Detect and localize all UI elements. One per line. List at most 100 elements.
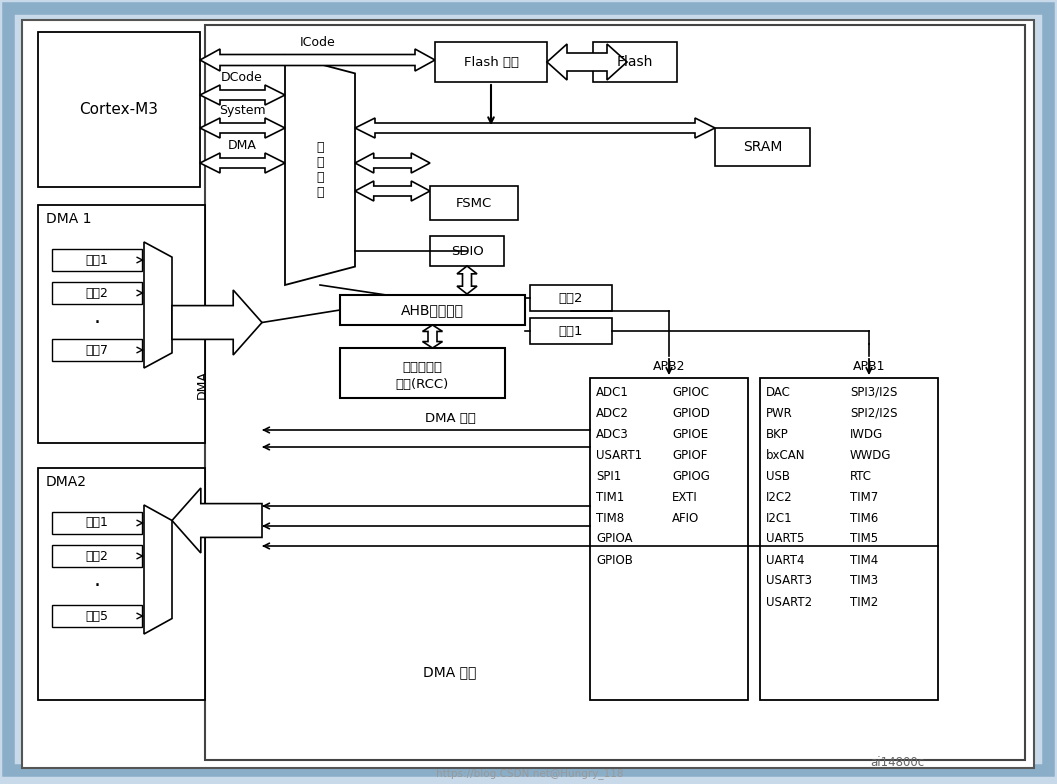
Text: ai14800c: ai14800c [870,756,924,768]
Text: WWDG: WWDG [850,448,891,462]
Text: DMA: DMA [227,139,257,151]
Text: 复位和时钟: 复位和时钟 [403,361,443,373]
Text: 通道7: 通道7 [86,343,109,357]
Text: AHB系统总线: AHB系统总线 [401,303,464,317]
Polygon shape [285,55,355,285]
Polygon shape [548,44,627,80]
Bar [430,236,504,266]
Text: 总
线
矩
阵: 总 线 矩 阵 [316,141,323,199]
Polygon shape [423,325,443,348]
Text: 控制(RCC): 控制(RCC) [396,378,449,390]
Polygon shape [355,153,430,173]
Text: TIM5: TIM5 [850,532,878,546]
Text: APB2: APB2 [653,360,685,372]
Polygon shape [200,118,285,138]
Bar [715,128,810,166]
Text: I2C1: I2C1 [766,511,793,524]
Text: 桥接2: 桥接2 [559,292,583,304]
Polygon shape [172,488,262,553]
Text: USART2: USART2 [766,596,812,608]
Text: SPI3/I2S: SPI3/I2S [850,386,897,398]
Text: TIM1: TIM1 [596,491,625,503]
Text: TIM7: TIM7 [850,491,878,503]
Text: EXTI: EXTI [672,491,698,503]
Text: DMA 请求: DMA 请求 [423,665,477,679]
Text: SPI2/I2S: SPI2/I2S [850,406,897,419]
Polygon shape [144,505,172,634]
Text: DMA 请求: DMA 请求 [425,412,476,424]
Bar [593,42,676,82]
Text: GPIOF: GPIOF [672,448,707,462]
Bar [435,42,548,82]
Polygon shape [355,118,715,138]
Text: RTC: RTC [850,470,872,482]
Text: 通道1: 通道1 [86,517,109,529]
Text: Cortex-M3: Cortex-M3 [79,102,159,117]
Text: APB1: APB1 [853,360,886,372]
Text: UART5: UART5 [766,532,804,546]
Polygon shape [172,290,262,355]
Text: ADC1: ADC1 [596,386,629,398]
Text: UART4: UART4 [766,554,804,567]
Text: 通道5: 通道5 [86,609,109,622]
Text: 通道2: 通道2 [86,286,109,299]
Polygon shape [200,49,435,71]
Bar [52,605,142,627]
Polygon shape [355,181,430,201]
Text: 桥接1: 桥接1 [559,325,583,337]
Text: GPIOA: GPIOA [596,532,632,546]
Text: DMA2: DMA2 [47,475,87,489]
Text: GPIOB: GPIOB [596,554,633,567]
Text: USB: USB [766,470,790,482]
Text: DMA: DMA [196,371,208,399]
Text: SPI1: SPI1 [596,470,622,482]
Bar [52,339,142,361]
Text: GPIOD: GPIOD [672,406,710,419]
Text: FSMC: FSMC [456,197,493,209]
Text: TIM6: TIM6 [850,511,878,524]
Bar [340,348,505,398]
Bar [38,468,205,700]
Text: TIM3: TIM3 [850,575,878,587]
Text: 通道2: 通道2 [86,550,109,562]
Text: GPIOC: GPIOC [672,386,709,398]
Text: PWR: PWR [766,406,793,419]
Text: TIM4: TIM4 [850,554,878,567]
Text: SDIO: SDIO [450,245,483,257]
FancyBboxPatch shape [8,8,1047,770]
Text: DCode: DCode [221,71,263,84]
Text: GPIOG: GPIOG [672,470,710,482]
Text: Flash 接口: Flash 接口 [464,56,519,68]
Text: SRAM: SRAM [743,140,782,154]
Bar [205,25,1025,760]
Polygon shape [200,85,285,105]
Text: GPIOE: GPIOE [672,427,708,441]
Text: bxCAN: bxCAN [766,448,805,462]
Text: ·: · [93,576,100,596]
Text: https://blog.CSDN.net@Hungry_118: https://blog.CSDN.net@Hungry_118 [437,768,624,779]
Bar [52,512,142,534]
Polygon shape [200,153,285,173]
Bar [340,295,525,325]
Text: 通道1: 通道1 [86,253,109,267]
Text: DAC: DAC [766,386,791,398]
Bar [430,186,518,220]
Text: TIM2: TIM2 [850,596,878,608]
Bar [38,205,205,443]
Text: TIM8: TIM8 [596,511,624,524]
Bar [52,545,142,567]
Bar [52,282,142,304]
Text: ADC3: ADC3 [596,427,629,441]
Text: DMA 1: DMA 1 [47,212,92,226]
Text: USART3: USART3 [766,575,812,587]
Bar [52,249,142,271]
Polygon shape [457,266,477,294]
Text: Flash: Flash [617,55,653,69]
Text: ADC2: ADC2 [596,406,629,419]
Text: System: System [219,103,265,117]
Text: I2C2: I2C2 [766,491,793,503]
Bar [38,32,200,187]
Text: USART1: USART1 [596,448,642,462]
Polygon shape [144,242,172,368]
Text: ICode: ICode [300,35,336,49]
